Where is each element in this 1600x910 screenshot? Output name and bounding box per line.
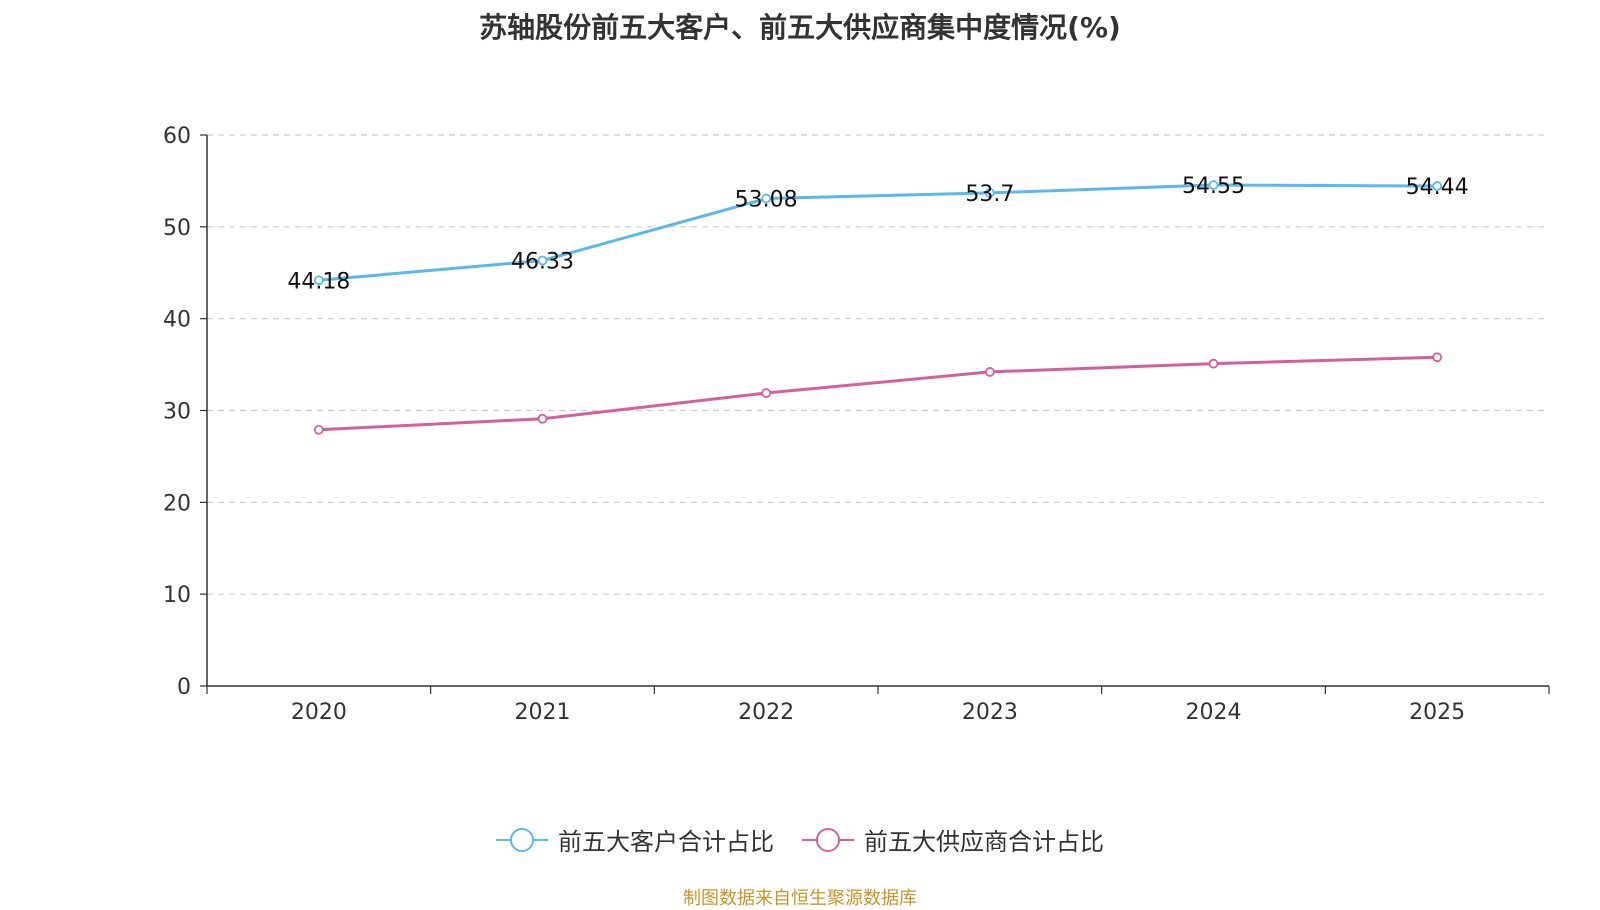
data-point-s1-0 — [313, 424, 324, 435]
y-tick-label: 20 — [163, 491, 191, 516]
y-tick-label: 30 — [163, 400, 191, 425]
data-label-s0-1: 46.33 — [511, 250, 574, 275]
y-tick-label: 0 — [177, 675, 191, 700]
legend-item-customers[interactable]: 前五大客户合计占比 — [496, 822, 774, 857]
data-point-s0-3 — [984, 187, 995, 198]
data-point-s1-3 — [984, 367, 995, 377]
series-line-1 — [318, 355, 1438, 432]
data-point-s0-1 — [537, 255, 548, 266]
data-point-s0-0 — [313, 275, 324, 286]
y-tick-label: 50 — [163, 216, 191, 241]
data-point-s1-1 — [537, 413, 548, 424]
x-tick-label: 2021 — [515, 700, 571, 725]
line-chart: 0 10 20 30 40 50 60 2020 2021 2022 2023 2024 2025 44.… — [163, 124, 1550, 725]
legend-swatch-suppliers — [802, 827, 854, 852]
data-point-s1-4 — [1208, 358, 1219, 369]
x-tick-label: 2020 — [291, 700, 347, 725]
legend-swatch-customers — [496, 827, 548, 852]
y-tick-label: 60 — [163, 124, 191, 149]
data-point-s0-2 — [761, 193, 772, 204]
data-label-s0-3: 53.7 — [965, 182, 1014, 207]
data-point-s1-5 — [1432, 352, 1443, 363]
x-tick-label: 2023 — [962, 700, 1018, 725]
series-line-0 — [318, 183, 1438, 282]
x-tick-label: 2025 — [1409, 700, 1465, 725]
y-tick-label: 10 — [163, 583, 191, 608]
data-label-s0-0: 44.18 — [287, 269, 350, 294]
legend: 前五大客户合计占比 前五大供应商合计占比 — [0, 822, 1600, 857]
source-note: 制图数据来自恒生聚源数据库 — [683, 888, 917, 909]
x-tick-label: 2024 — [1186, 700, 1242, 725]
data-label-s0-5: 54.44 — [1406, 175, 1469, 200]
y-tick-label: 40 — [163, 308, 191, 333]
legend-label-customers: 前五大客户合计占比 — [558, 828, 774, 856]
data-point-s0-4 — [1208, 180, 1219, 190]
legend-label-suppliers: 前五大供应商合计占比 — [864, 828, 1104, 856]
data-point-s1-2 — [761, 388, 772, 398]
x-tick-label: 2022 — [738, 700, 794, 725]
chart-title: 苏轴股份前五大客户、前五大供应商集中度情况(%) — [479, 11, 1121, 44]
legend-item-suppliers[interactable]: 前五大供应商合计占比 — [802, 822, 1104, 857]
data-label-s0-2: 53.08 — [735, 188, 798, 213]
data-point-s0-5 — [1432, 181, 1443, 191]
data-label-s0-4: 54.55 — [1182, 174, 1245, 199]
